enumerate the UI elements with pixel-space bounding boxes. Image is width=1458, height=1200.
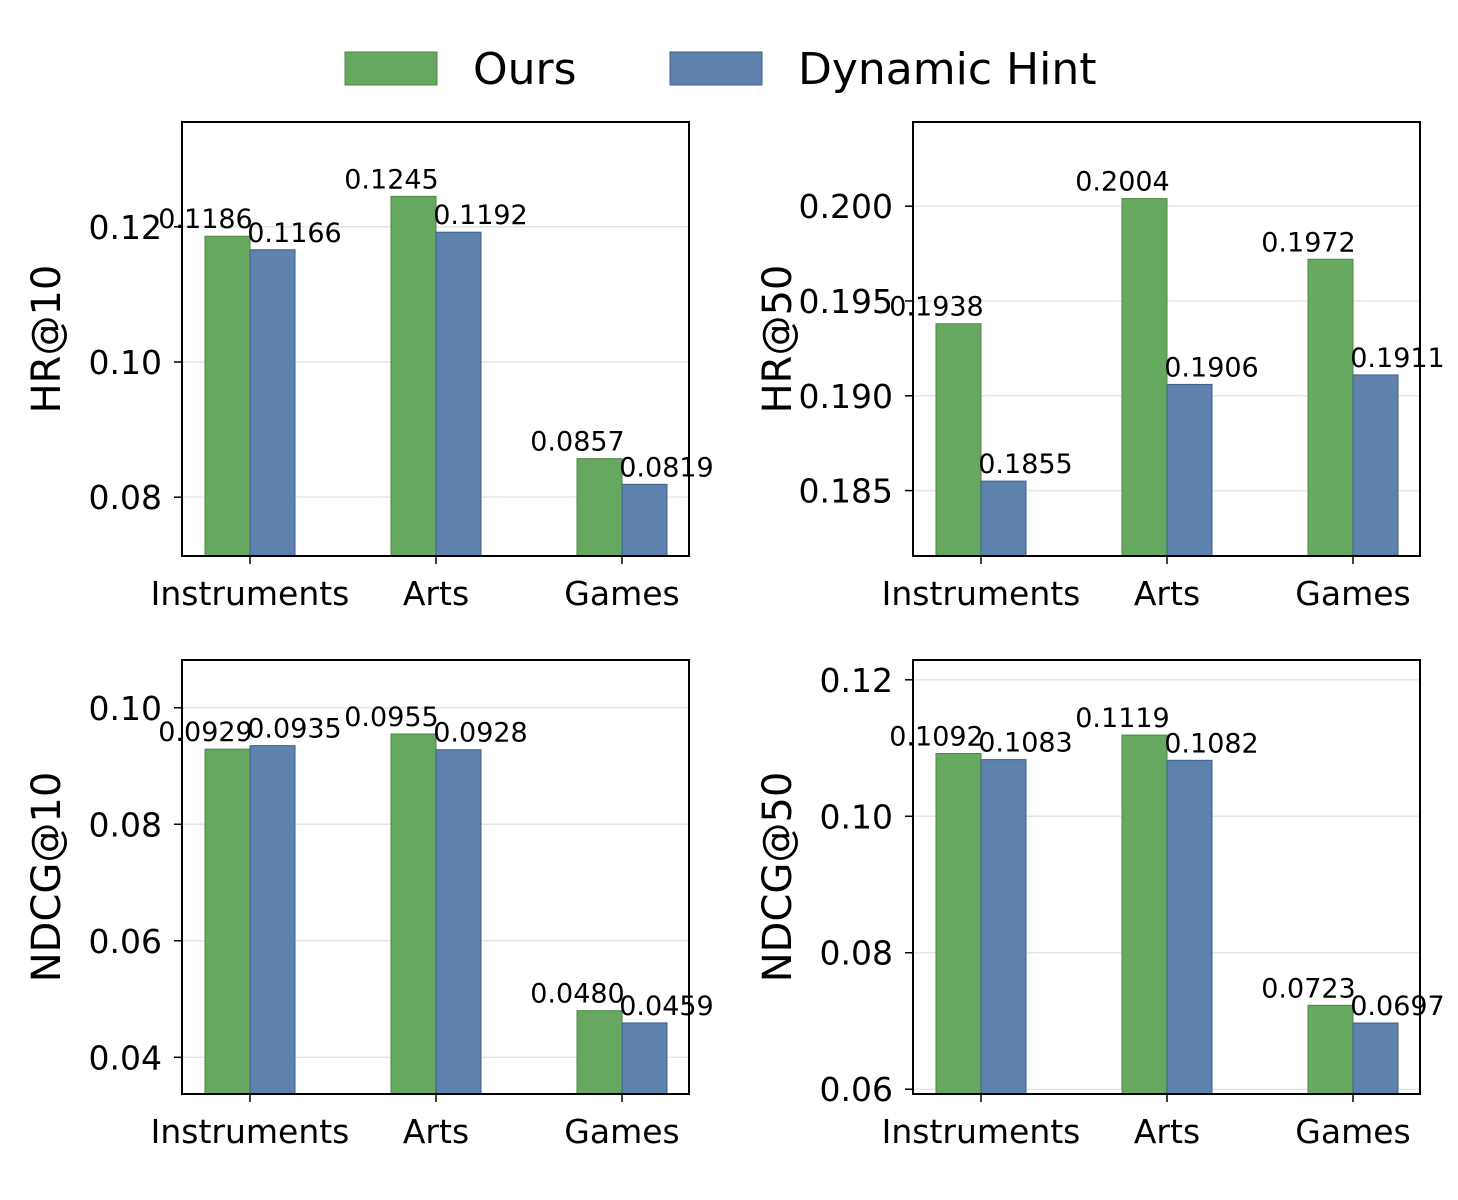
plot-frame [181,121,690,557]
y-tick-label: 0.10 [89,343,162,382]
bar-ours [390,733,437,1095]
bar-ours [1307,258,1354,557]
x-tick-label: Instruments [151,574,350,613]
bar-dynamic-hint [249,745,296,1095]
data-label: 0.0819 [619,452,713,483]
data-label: 0.0955 [344,702,438,733]
bar-ours [935,323,982,557]
bar-ours [1121,198,1168,557]
bar-dynamic-hint [1166,383,1213,557]
bar-ours [576,1010,623,1095]
y-tick-label: 0.08 [89,478,162,517]
y-tick-label: 0.10 [820,797,893,836]
plot-frame [912,659,1421,1095]
x-tick-label: Instruments [882,574,1081,613]
data-label: 0.1082 [1164,728,1258,759]
legend-swatch-dynamic-hint [669,51,763,86]
y-axis-label: NDCG@10 [24,772,70,983]
data-label: 0.0459 [619,991,713,1022]
y-tick-label: 0.10 [89,689,162,728]
bar-dynamic-hint [1352,374,1399,557]
data-label: 0.0857 [530,427,624,458]
data-label: 0.1906 [1164,352,1258,383]
y-tick-label: 0.195 [799,282,893,321]
y-axis-label: HR@50 [755,265,801,414]
data-label: 0.1911 [1350,343,1444,374]
legend-label-dynamic-hint: Dynamic Hint [798,44,1096,95]
data-label: 0.1186 [158,204,252,235]
x-tick-label: Games [564,574,679,613]
data-label: 0.0928 [433,718,527,749]
y-tick-label: 0.12 [89,208,162,247]
y-tick-label: 0.04 [89,1038,162,1077]
data-label: 0.0480 [530,979,624,1010]
data-label: 0.1166 [247,218,341,249]
x-tick-label: Games [564,1112,679,1151]
y-tick-label: 0.12 [820,661,893,700]
bar-dynamic-hint [980,480,1027,557]
x-tick-label: Instruments [882,1112,1081,1151]
y-tick-label: 0.06 [89,922,162,961]
data-label: 0.0935 [247,714,341,745]
data-label: 0.0929 [158,717,252,748]
data-label: 0.1972 [1261,227,1355,258]
bar-dynamic-hint [1352,1022,1399,1095]
bar-ours [1121,734,1168,1095]
legend: Ours Dynamic Hint [344,44,1096,95]
legend-label-ours: Ours [473,44,577,95]
bar-dynamic-hint [980,759,1027,1095]
chart-panel-2: 0.1938 0.1855 Instruments 0.2004 0.1906 Arts 0… [755,121,1445,613]
x-tick-label: Instruments [151,1112,350,1151]
chart-panels: 0.11860.1166Instruments0.12450.1192Arts0… [24,121,1445,1151]
data-label: 0.2004 [1075,167,1169,198]
data-label: 0.1119 [1075,703,1169,734]
bar-dynamic-hint [249,249,296,557]
bar-dynamic-hint [1166,759,1213,1095]
data-label: 0.1938 [889,292,983,323]
y-tick-label: 0.08 [89,805,162,844]
x-tick-label: Arts [403,574,469,613]
data-label: 0.1192 [433,200,527,231]
legend-swatch-ours [344,51,438,86]
y-tick-label: 0.185 [799,472,893,511]
bar-ours [204,235,251,557]
bar-ours [390,195,437,557]
bar-dynamic-hint [621,1022,668,1095]
data-label: 0.0697 [1350,991,1444,1022]
bar-ours [576,458,623,557]
y-tick-label: 0.200 [799,187,893,226]
x-tick-label: Arts [1134,1112,1200,1151]
data-label: 0.1855 [978,449,1072,480]
y-axis-label: HR@10 [24,265,70,414]
data-label: 0.1083 [978,728,1072,759]
x-tick-label: Arts [1134,574,1200,613]
bar-dynamic-hint [435,231,482,557]
x-tick-label: Arts [403,1112,469,1151]
bar-dynamic-hint [621,483,668,557]
bar-ours [1307,1004,1354,1095]
x-tick-label: Games [1295,1112,1410,1151]
y-axis-label: NDCG@50 [755,772,801,983]
data-label: 0.1245 [344,164,438,195]
x-tick-label: Games [1295,574,1410,613]
data-label: 0.1092 [889,721,983,752]
y-tick-label: 0.08 [820,934,893,973]
plot-frame [181,659,690,1095]
data-label: 0.0723 [1261,973,1355,1004]
y-tick-label: 0.06 [820,1070,893,1109]
y-tick-label: 0.190 [799,377,893,416]
bar-ours [935,752,982,1095]
bar-dynamic-hint [435,749,482,1095]
plot-frame [912,121,1421,557]
bar-ours [204,748,251,1095]
